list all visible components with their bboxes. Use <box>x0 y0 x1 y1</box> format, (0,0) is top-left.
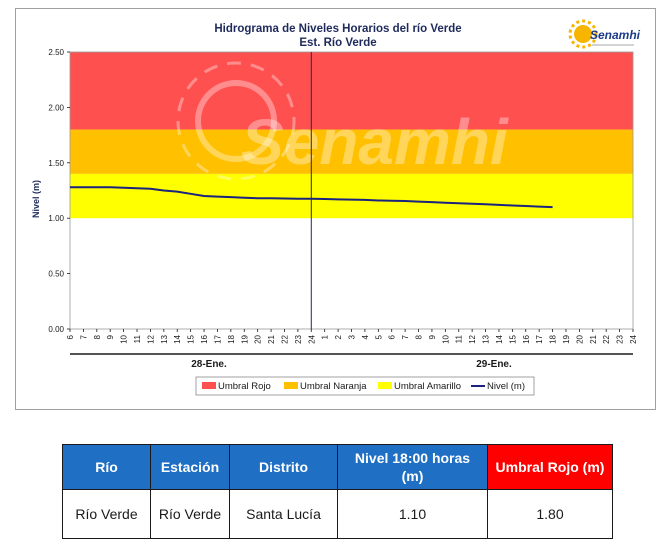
x-tick-label: 7 <box>401 334 410 339</box>
y-tick-label: 2.50 <box>48 48 64 57</box>
x-tick-label: 12 <box>468 334 477 343</box>
x-tick-label: 23 <box>616 334 625 343</box>
x-tick-label: 17 <box>213 334 222 343</box>
x-tick-label: 4 <box>361 334 370 339</box>
header-umbral-rojo: Umbral Rojo (m) <box>487 444 613 490</box>
x-tick-label: 15 <box>508 334 517 343</box>
x-tick-label: 10 <box>441 334 450 343</box>
x-tick-label: 13 <box>482 334 491 343</box>
chart-title: Hidrograma de Niveles Horarios del río V… <box>214 23 461 35</box>
x-tick-label: 11 <box>455 334 464 343</box>
cell-nivel: 1.10 <box>337 489 488 539</box>
x-tick-label: 9 <box>106 334 115 339</box>
legend-label-rojo: Umbral Rojo <box>218 381 271 392</box>
x-tick-label: 5 <box>374 334 383 339</box>
cell-umbral-rojo: 1.80 <box>487 489 613 539</box>
x-tick-label: 19 <box>240 334 249 343</box>
date-label-28-ene: 28-Ene. <box>191 359 227 370</box>
y-tick-label: 1.50 <box>48 159 64 168</box>
x-tick-label: 7 <box>79 334 88 339</box>
y-tick-label: 2.00 <box>48 103 64 112</box>
y-tick-label: 0.00 <box>48 325 64 334</box>
summary-table: Río Estación Distrito Nivel 18:00 horas … <box>62 444 613 539</box>
table-header-row: Río Estación Distrito Nivel 18:00 horas … <box>62 444 613 490</box>
legend-swatch-rojo <box>202 382 216 389</box>
x-tick-label: 18 <box>549 334 558 343</box>
legend-label-amarillo: Umbral Amarillo <box>394 381 461 392</box>
x-tick-label: 9 <box>428 334 437 339</box>
watermark-text: Senamhi <box>241 106 509 178</box>
x-tick-label: 19 <box>562 334 571 343</box>
band-0 <box>70 52 633 130</box>
x-tick-label: 8 <box>93 334 102 339</box>
cell-estacion: Río Verde <box>150 489 230 539</box>
legend-swatch-naranja <box>284 382 298 389</box>
x-tick-label: 13 <box>160 334 169 343</box>
x-tick-label: 22 <box>280 334 289 343</box>
legend-label-naranja: Umbral Naranja <box>300 381 367 392</box>
x-tick-label: 20 <box>575 334 584 343</box>
x-tick-label: 8 <box>415 334 424 339</box>
x-tick-label: 16 <box>522 334 531 343</box>
x-tick-label: 20 <box>254 334 263 343</box>
cell-rio: Río Verde <box>62 489 151 539</box>
date-label-29-ene: 29-Ene. <box>476 359 512 370</box>
x-tick-label: 21 <box>267 334 276 343</box>
x-tick-label: 21 <box>589 334 598 343</box>
x-tick-label: 3 <box>348 334 357 339</box>
x-tick-label: 11 <box>133 334 142 343</box>
x-tick-label: 6 <box>388 334 397 339</box>
y-tick-label: 0.50 <box>48 270 64 279</box>
header-rio: Río <box>62 444 151 490</box>
legend-swatch-amarillo <box>378 382 392 389</box>
header-nivel: Nivel 18:00 horas (m) <box>337 444 488 490</box>
x-tick-label: 22 <box>602 334 611 343</box>
x-tick-label: 18 <box>227 334 236 343</box>
band-2 <box>70 173 633 219</box>
senamhi-logo: Senamhi <box>568 19 641 49</box>
x-tick-label: 1 <box>321 334 330 339</box>
x-tick-label: 6 <box>66 334 75 339</box>
logo-text: Senamhi <box>590 28 641 42</box>
table-row: Río Verde Río Verde Santa Lucía 1.10 1.8… <box>62 489 613 539</box>
x-tick-label: 12 <box>146 334 155 343</box>
band-1 <box>70 129 633 174</box>
x-tick-label: 2 <box>334 334 343 339</box>
x-tick-label: 14 <box>173 334 182 343</box>
x-tick-label: 14 <box>495 334 504 343</box>
x-tick-label: 15 <box>187 334 196 343</box>
series-line-nivel <box>70 186 553 209</box>
legend-label-nivel: Nivel (m) <box>487 381 525 392</box>
header-estacion: Estación <box>150 444 230 490</box>
header-distrito: Distrito <box>229 444 338 490</box>
x-tick-label: 24 <box>629 334 638 343</box>
hydrograph-chart: Senamhi 0.000.501.001.502.002.506 7 8 9 10 11… <box>31 19 641 396</box>
chart-frame: Senamhi 0.00 0.50 1.00 1.50 2.00 2.50 6 7 8 9 10 11… <box>15 8 656 410</box>
watermark-sun <box>176 61 296 181</box>
x-tick-label: 16 <box>200 334 209 343</box>
cell-distrito: Santa Lucía <box>229 489 338 539</box>
sun-logo-icon <box>574 25 592 43</box>
legend: Umbral Rojo Umbral Naranja Umbral Amaril… <box>195 376 535 396</box>
y-tick-label: 1.00 <box>48 214 64 223</box>
chart-subtitle: Est. Río Verde <box>299 37 376 49</box>
x-tick-label: 10 <box>120 334 129 343</box>
x-tick-label: 24 <box>307 334 316 343</box>
x-tick-label: 23 <box>294 334 303 343</box>
x-tick-label: 17 <box>535 334 544 343</box>
y-axis-label: Nivel (m) <box>31 180 41 218</box>
